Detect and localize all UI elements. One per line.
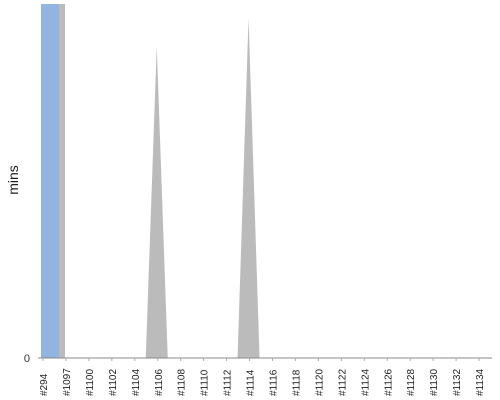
x-tick-label-8: #1112	[223, 369, 234, 396]
x-tick-label-19: #1134	[475, 368, 486, 396]
x-tick-label-5: #1106	[154, 368, 165, 396]
x-tick-label-2: #1100	[85, 368, 96, 396]
x-tick-label-14: #1124	[360, 368, 371, 396]
x-tick-label-17: #1130	[429, 368, 440, 396]
series-0	[41, 4, 260, 358]
y-tick-labels: 0	[24, 353, 30, 365]
x-tick-label-11: #1118	[291, 369, 302, 396]
x-tick-label-16: #1128	[406, 368, 417, 396]
series-0-mark-5	[145, 46, 168, 358]
x-tick-label-13: #1122	[337, 368, 348, 396]
x-tick-label-4: #1104	[131, 368, 142, 396]
x-tick-label-0: #294	[39, 373, 50, 396]
x-tick-label-10: #1116	[269, 369, 280, 396]
x-tick-label-7: #1110	[200, 369, 211, 396]
series-0-mark-9	[237, 18, 260, 358]
y-axis-title: mins	[5, 165, 21, 195]
x-tick-label-6: #1108	[177, 368, 188, 396]
x-tick-label-9: #1114	[246, 369, 257, 396]
x-tick-label-15: #1126	[383, 368, 394, 396]
series-1	[41, 4, 59, 358]
y-tick-label-0: 0	[24, 353, 30, 365]
x-tick-label-1: #1097	[62, 368, 73, 396]
x-tick-label-3: #1102	[108, 368, 119, 396]
x-tick-label-12: #1120	[314, 368, 325, 396]
plot-area	[41, 4, 260, 358]
x-tick-label-18: #1132	[452, 368, 463, 396]
x-tick-labels: #294 #1097 #1100 #1102 #1104 #1106 #1108 #1110 #…	[39, 358, 486, 396]
series-1-mark-0	[41, 4, 59, 358]
